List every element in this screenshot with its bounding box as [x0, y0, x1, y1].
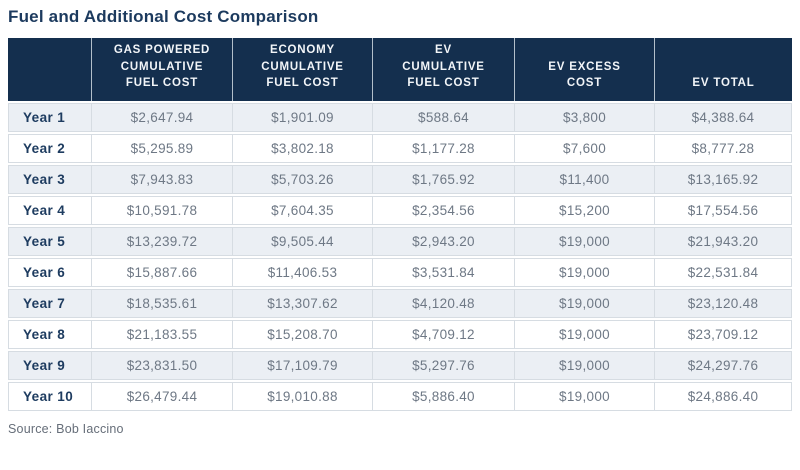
- row-label: Year 2: [8, 134, 92, 164]
- table-cell: $23,831.50: [92, 351, 233, 381]
- header-row: GAS POWERED CUMULATIVE FUEL COST ECONOMY …: [8, 38, 792, 102]
- table-cell: $15,208.70: [233, 320, 373, 350]
- table-cell: $19,000: [515, 382, 655, 412]
- table-cell: $2,943.20: [373, 227, 515, 257]
- table-cell: $23,120.48: [655, 289, 792, 319]
- row-label: Year 9: [8, 351, 92, 381]
- table-cell: $13,307.62: [233, 289, 373, 319]
- table-cell: $13,239.72: [92, 227, 233, 257]
- table-cell: $3,802.18: [233, 134, 373, 164]
- table-row: Year 9 $23,831.50 $17,109.79 $5,297.76 $19,0…: [8, 351, 792, 381]
- row-label: Year 4: [8, 196, 92, 226]
- table-cell: $11,406.53: [233, 258, 373, 288]
- table-row: Year 5 $13,239.72 $9,505.44 $2,943.20 $19,00…: [8, 227, 792, 257]
- table-cell: $17,554.56: [655, 196, 792, 226]
- table-cell: $19,000: [515, 258, 655, 288]
- row-label: Year 8: [8, 320, 92, 350]
- header-cell: GAS POWERED CUMULATIVE FUEL COST: [92, 38, 233, 102]
- table-cell: $588.64: [373, 103, 515, 133]
- table-row: Year 6 $15,887.66 $11,406.53 $3,531.84 $19,0…: [8, 258, 792, 288]
- table-cell: $19,000: [515, 227, 655, 257]
- table-cell: $4,388.64: [655, 103, 792, 133]
- table-cell: $10,591.78: [92, 196, 233, 226]
- table-cell: $26,479.44: [92, 382, 233, 412]
- table-cell: $17,109.79: [233, 351, 373, 381]
- row-label: Year 7: [8, 289, 92, 319]
- table-cell: $15,200: [515, 196, 655, 226]
- table-cell: $15,887.66: [92, 258, 233, 288]
- table-cell: $2,647.94: [92, 103, 233, 133]
- table-cell: $7,604.35: [233, 196, 373, 226]
- header-cell: EV EXCESS COST: [515, 38, 655, 102]
- table-cell: $5,297.76: [373, 351, 515, 381]
- table-cell: $1,765.92: [373, 165, 515, 195]
- table-cell: $24,297.76: [655, 351, 792, 381]
- table-cell: $7,943.83: [92, 165, 233, 195]
- table-cell: $5,703.26: [233, 165, 373, 195]
- table-cell: $18,535.61: [92, 289, 233, 319]
- table-cell: $19,000: [515, 351, 655, 381]
- table-cell: $5,886.40: [373, 382, 515, 412]
- row-label: Year 10: [8, 382, 92, 412]
- table-cell: $8,777.28: [655, 134, 792, 164]
- table-cell: $3,531.84: [373, 258, 515, 288]
- header-cell: ECONOMY CUMULATIVE FUEL COST: [233, 38, 373, 102]
- header-cell-empty: [8, 38, 92, 102]
- header-cell: EV TOTAL: [655, 38, 792, 102]
- table-row: Year 7 $18,535.61 $13,307.62 $4,120.48 $19,0…: [8, 289, 792, 319]
- table-cell: $22,531.84: [655, 258, 792, 288]
- table-cell: $3,800: [515, 103, 655, 133]
- table-cell: $19,010.88: [233, 382, 373, 412]
- page-title: Fuel and Additional Cost Comparison: [8, 7, 319, 26]
- table-cell: $11,400: [515, 165, 655, 195]
- table-cell: $2,354.56: [373, 196, 515, 226]
- table-row: Year 10 $26,479.44 $19,010.88 $5,886.40 $19,…: [8, 382, 792, 412]
- table-cell: $13,165.92: [655, 165, 792, 195]
- table-cell: $21,183.55: [92, 320, 233, 350]
- table-cell: $1,901.09: [233, 103, 373, 133]
- row-label: Year 6: [8, 258, 92, 288]
- row-label: Year 1: [8, 103, 92, 133]
- table-row: Year 8 $21,183.55 $15,208.70 $4,709.12 $19,0…: [8, 320, 792, 350]
- table-cell: $21,943.20: [655, 227, 792, 257]
- table-cell: $23,709.12: [655, 320, 792, 350]
- header-cell: EV CUMULATIVE FUEL COST: [373, 38, 515, 102]
- table-row: Year 1 $2,647.94 $1,901.09 $588.64 $3,800 $4,…: [8, 103, 792, 133]
- table-cell: $24,886.40: [655, 382, 792, 412]
- row-label: Year 3: [8, 165, 92, 195]
- table-cell: $5,295.89: [92, 134, 233, 164]
- table-cell: $4,709.12: [373, 320, 515, 350]
- table-cell: $9,505.44: [233, 227, 373, 257]
- table-header-row: GAS POWERED CUMULATIVE FUEL COST ECONOMY …: [8, 38, 792, 102]
- table-cell: $1,177.28: [373, 134, 515, 164]
- table-cell: $7,600: [515, 134, 655, 164]
- table-cell: $4,120.48: [373, 289, 515, 319]
- table-body: Year 1 $2,647.94 $1,901.09 $588.64 $3,800 $4,…: [8, 103, 792, 412]
- table-row: Year 3 $7,943.83 $5,703.26 $1,765.92 $11,400…: [8, 165, 792, 195]
- row-label: Year 5: [8, 227, 92, 257]
- cost-comparison-table: GAS POWERED CUMULATIVE FUEL COST ECONOMY …: [8, 36, 792, 413]
- table-row: Year 2 $5,295.89 $3,802.18 $1,177.28 $7,600 $…: [8, 134, 792, 164]
- table-cell: $19,000: [515, 320, 655, 350]
- source-attribution: Source: Bob Iaccino: [8, 422, 124, 437]
- table-cell: $19,000: [515, 289, 655, 319]
- table-row: Year 4 $10,591.78 $7,604.35 $2,354.56 $15,20…: [8, 196, 792, 226]
